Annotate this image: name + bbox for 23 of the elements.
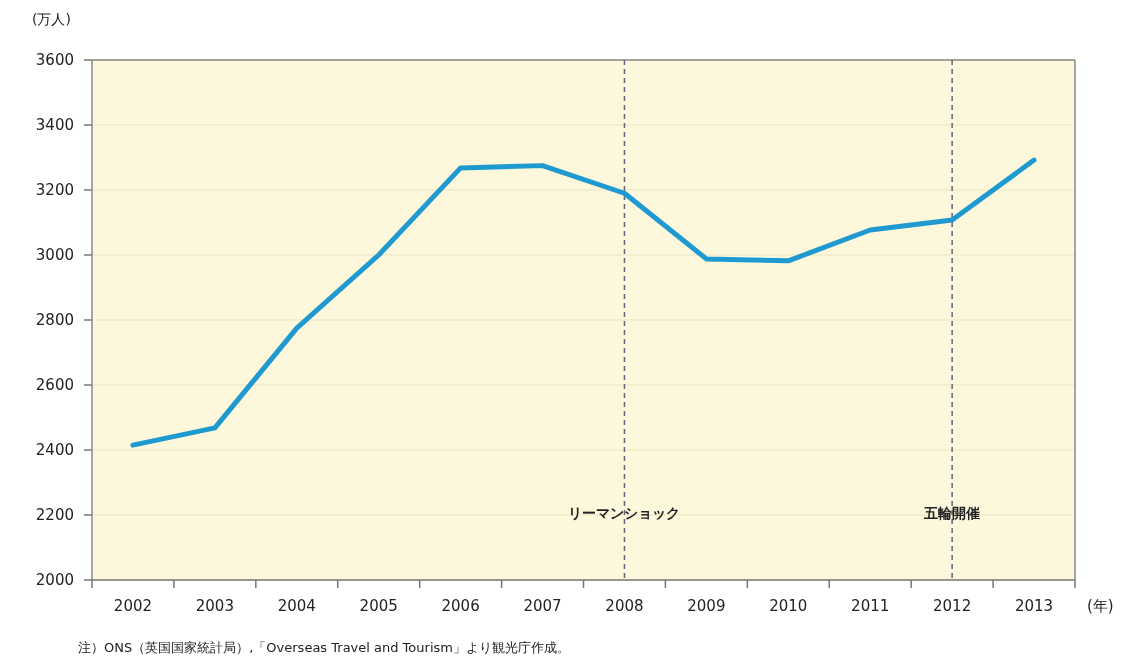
- y-tick-label: 2800: [35, 311, 74, 329]
- x-tick-label: 2003: [195, 597, 234, 615]
- y-tick-label: 2200: [35, 506, 74, 524]
- x-axis-title: (年): [1087, 597, 1114, 615]
- y-tick-label: 2000: [35, 571, 74, 589]
- y-tick-label: 2600: [35, 376, 74, 394]
- x-tick-label: 2011: [851, 597, 890, 615]
- x-tick-label: 2009: [687, 597, 726, 615]
- x-tick-label: 2002: [113, 597, 153, 615]
- x-tick-label: 2013: [1014, 597, 1054, 615]
- y-tick-label: 3400: [35, 116, 74, 134]
- x-tick-label: 2010: [769, 597, 808, 615]
- y-tick-label: 2400: [35, 441, 74, 459]
- x-tick-label: 2004: [277, 597, 316, 615]
- x-tick-label: 2008: [605, 597, 644, 615]
- x-tick-label: 2006: [441, 597, 480, 615]
- y-tick-label: 3600: [35, 51, 74, 69]
- y-axis-title: (万人): [32, 11, 71, 27]
- y-tick-label: 3200: [35, 181, 74, 199]
- x-tick-label: 2007: [523, 597, 562, 615]
- x-tick-label: 2005: [359, 597, 398, 615]
- x-tick-label: 2012: [933, 597, 972, 615]
- y-tick-label: 3000: [35, 246, 74, 264]
